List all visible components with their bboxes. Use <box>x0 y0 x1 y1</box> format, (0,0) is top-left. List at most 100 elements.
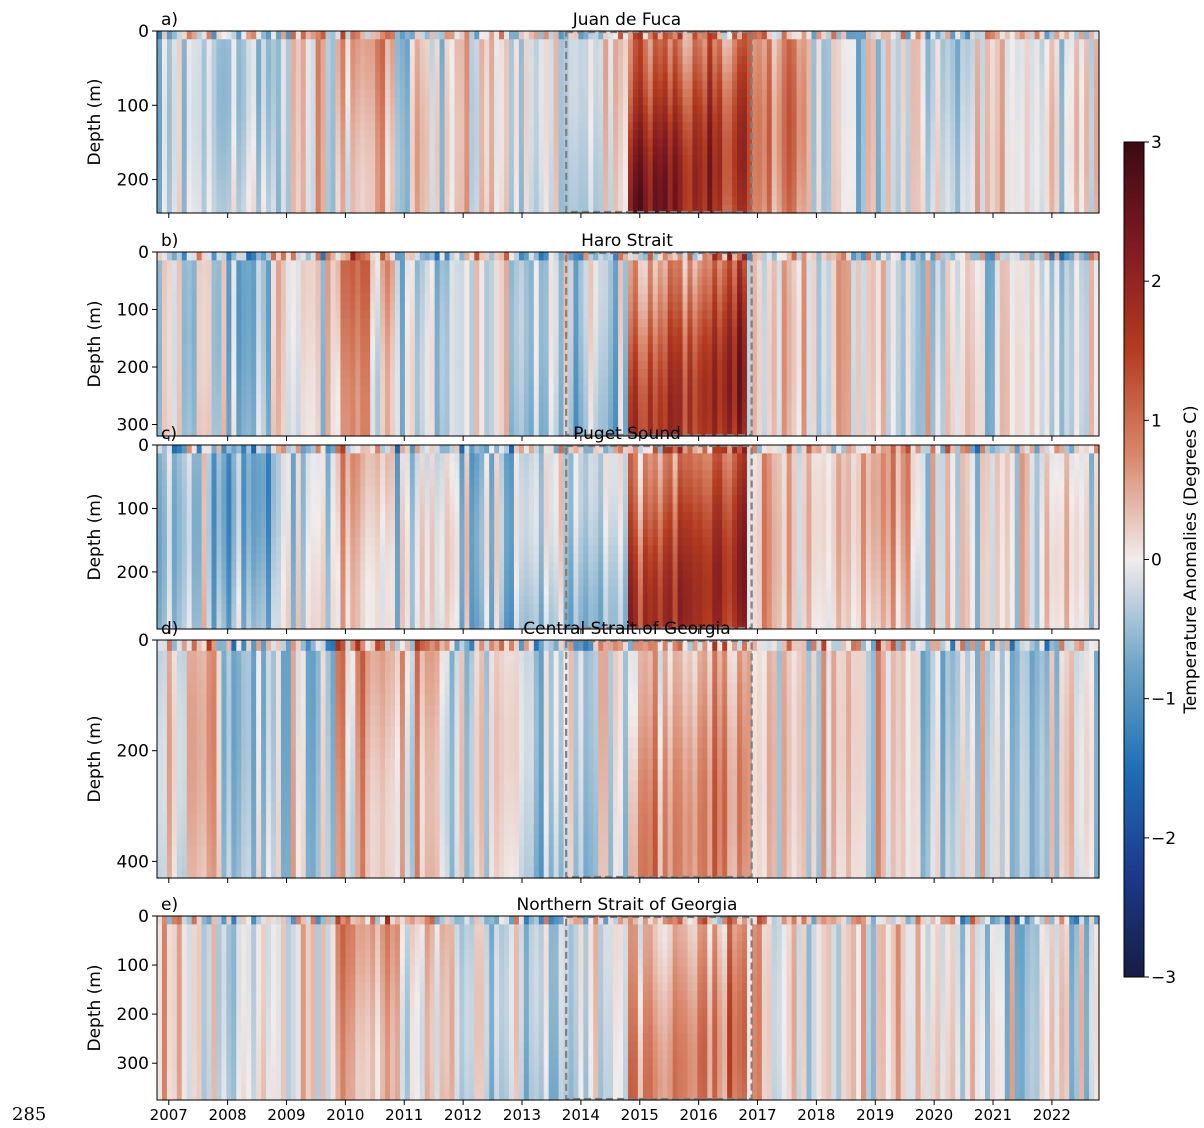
heatmap-cell <box>538 196 545 206</box>
heatmap-cell <box>1044 97 1051 107</box>
heatmap-cell <box>831 138 837 148</box>
heatmap-cell <box>434 39 441 49</box>
heatmap-cell <box>360 72 366 82</box>
heatmap-cell <box>975 80 981 90</box>
heatmap-cell <box>181 318 188 328</box>
heatmap-cell <box>1014 179 1021 189</box>
heatmap-cell <box>280 352 287 362</box>
heatmap-cell <box>330 188 337 198</box>
heatmap-cell <box>766 163 773 173</box>
heatmap-cell <box>796 72 803 82</box>
heatmap-cell <box>280 64 287 73</box>
heatmap-cell <box>216 402 223 412</box>
heatmap-cell <box>494 196 500 206</box>
heatmap-cell <box>176 105 183 115</box>
heatmap-cell <box>1044 204 1051 214</box>
heatmap-cell <box>335 163 342 173</box>
heatmap-cell <box>271 335 277 345</box>
heatmap-cell <box>390 179 396 189</box>
heatmap-cell <box>424 64 431 73</box>
heatmap-cell <box>429 47 436 57</box>
heatmap-cell <box>211 105 218 115</box>
heatmap-cell <box>489 188 495 198</box>
heatmap-cell <box>826 80 832 90</box>
heatmap-cell <box>399 204 406 214</box>
heatmap-cell <box>984 105 991 115</box>
heatmap-cell <box>325 64 332 73</box>
heatmap-cell <box>340 122 346 131</box>
heatmap-cell <box>484 179 490 189</box>
heatmap-cell <box>469 130 475 140</box>
heatmap-cell <box>231 39 237 49</box>
heatmap-cell <box>157 327 163 337</box>
heatmap-cell <box>642 88 649 98</box>
heatmap-cell <box>300 427 307 437</box>
heatmap-cell <box>404 204 411 214</box>
heatmap-cell <box>186 97 193 107</box>
heatmap-cell <box>157 427 163 437</box>
heatmap-cell <box>548 138 555 148</box>
heatmap-cell <box>484 204 490 214</box>
heatmap-cell <box>989 47 996 57</box>
heatmap-cell <box>796 171 803 181</box>
heatmap-cell <box>637 113 644 123</box>
heatmap-cell <box>737 105 743 115</box>
heatmap-cell <box>241 427 247 437</box>
heatmap-cell <box>1049 88 1055 98</box>
heatmap-cell <box>1049 130 1055 140</box>
heatmap-cell <box>677 113 684 123</box>
heatmap-cell <box>241 302 247 312</box>
heatmap-cell <box>846 188 852 198</box>
heatmap-cell <box>171 344 178 353</box>
heatmap-cell <box>399 155 406 164</box>
heatmap-cell <box>1009 39 1016 49</box>
heatmap-cell <box>737 155 743 164</box>
heatmap-cell <box>186 39 193 49</box>
heatmap-cell <box>390 47 396 57</box>
heatmap-cell <box>598 64 604 73</box>
heatmap-cell <box>697 97 703 107</box>
heatmap-cell <box>672 31 679 40</box>
heatmap-cell <box>1089 88 1095 98</box>
heatmap-cell <box>702 122 708 131</box>
heatmap-cell <box>930 122 936 131</box>
heatmap-cell <box>682 163 689 173</box>
heatmap-cell <box>256 155 262 164</box>
heatmap-cell <box>1029 113 1036 123</box>
heatmap-cell <box>920 163 927 173</box>
heatmap-cell <box>1064 31 1070 40</box>
heatmap-cell <box>970 97 976 107</box>
heatmap-cell <box>1069 196 1075 206</box>
heatmap-cell <box>618 122 624 131</box>
heatmap-cell <box>201 88 208 98</box>
heatmap-cell <box>950 130 956 140</box>
heatmap-cell <box>315 344 322 353</box>
heatmap-cell <box>166 327 173 337</box>
heatmap-cell <box>970 31 976 40</box>
heatmap-cell <box>419 163 426 173</box>
heatmap-cell <box>261 344 267 353</box>
heatmap-cell <box>290 105 297 115</box>
heatmap-cell <box>216 72 223 82</box>
heatmap-cell <box>290 310 297 320</box>
heatmap-cell <box>191 72 198 82</box>
heatmap-cell <box>350 113 356 123</box>
heatmap-cell <box>509 105 515 115</box>
heatmap-cell <box>444 64 451 73</box>
heatmap-cell <box>672 47 679 57</box>
heatmap-cell <box>647 188 654 198</box>
heatmap-cell <box>256 179 262 189</box>
heatmap-cell <box>816 138 822 148</box>
heatmap-cell <box>181 146 188 156</box>
heatmap-cell <box>315 427 322 437</box>
heatmap-cell <box>950 196 956 206</box>
heatmap-cell <box>345 55 351 65</box>
heatmap-cell <box>330 335 337 345</box>
heatmap-cell <box>578 138 584 148</box>
heatmap-cell <box>231 402 237 412</box>
heatmap-cell <box>1034 97 1041 107</box>
heatmap-cell <box>1014 188 1021 198</box>
heatmap-cell <box>796 179 803 189</box>
heatmap-cell <box>236 55 242 65</box>
heatmap-cell <box>464 171 470 181</box>
